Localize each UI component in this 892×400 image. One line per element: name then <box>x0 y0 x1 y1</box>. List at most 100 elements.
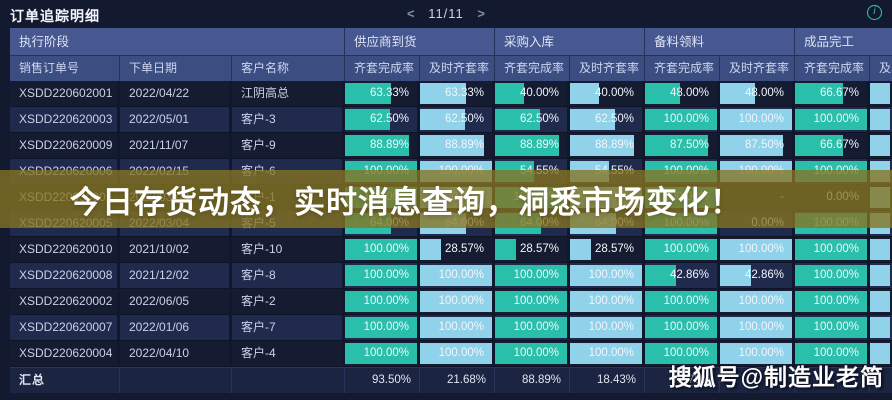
completion-bar <box>345 135 409 156</box>
metric-cell <box>720 367 795 393</box>
metric-cell <box>870 367 892 393</box>
cell-order: XSDD220620008 <box>10 263 120 289</box>
metric-value: 66.67% <box>819 87 859 99</box>
metric-value: 100.00% <box>813 295 859 307</box>
info-icon[interactable]: i <box>867 5 882 20</box>
ontime-bar <box>420 83 466 104</box>
completion-bar <box>645 343 717 364</box>
table-row: XSDD220620007 2022/01/06 客户-7 100.00% 100.00… <box>10 315 892 341</box>
ontime-bar <box>570 83 599 104</box>
completion-bar <box>345 239 417 260</box>
metric-value: 100.00% <box>513 295 559 307</box>
metric-value: 21.68% <box>446 374 486 386</box>
metric-value: 100.00% <box>663 321 709 333</box>
metric-value: 48.00% <box>744 87 784 99</box>
metric-cell: 62.50% <box>570 107 645 133</box>
ontime-bar <box>870 291 891 312</box>
metric-cell: 100.00% <box>795 341 870 367</box>
table-row: XSDD220620008 2021/12/02 客户-8 100.00% 100.00… <box>10 263 892 289</box>
metric-value: 100.00% <box>813 243 859 255</box>
completion-bar <box>795 83 843 104</box>
ontime-bar <box>570 291 642 312</box>
metric-cell: 100.00% <box>420 315 495 341</box>
ontime-bar <box>420 239 441 260</box>
column-header: 及时齐套率 <box>420 56 495 81</box>
completion-bar <box>645 109 717 130</box>
ontime-bar <box>720 83 755 104</box>
metric-cell <box>870 237 892 263</box>
completion-bar <box>495 135 559 156</box>
pagination: < 11/11 > <box>0 6 892 21</box>
column-header: 齐套完成率 <box>495 56 570 81</box>
metric-value: 100.00% <box>588 347 634 359</box>
cell-date: 2022/06/05 <box>120 289 232 315</box>
ontime-bar <box>420 265 492 286</box>
completion-bar <box>345 83 391 104</box>
metric-cell: 100.00% <box>795 107 870 133</box>
cell-customer: 客户-4 <box>232 341 345 367</box>
metric-cell: 93.50% <box>345 367 420 393</box>
summary-empty-cell <box>120 367 232 393</box>
metric-value: 88.89% <box>594 139 634 151</box>
metric-value: 100.00% <box>438 347 484 359</box>
metric-value: 100.00% <box>438 269 484 281</box>
ontime-bar <box>720 291 792 312</box>
metric-cell: 63.33% <box>345 81 420 107</box>
metric-cell: 100.00% <box>720 289 795 315</box>
metric-cell: 100.00% <box>570 263 645 289</box>
summary-label: 汇总 <box>10 367 120 393</box>
completion-bar <box>645 317 717 338</box>
metric-value: 88.89% <box>519 139 559 151</box>
completion-bar <box>795 239 867 260</box>
metric-value: 28.57% <box>444 243 484 255</box>
metric-cell: 100.00% <box>345 341 420 367</box>
completion-bar <box>645 135 708 156</box>
metric-value: 87.50% <box>744 139 784 151</box>
metric-value: 88.89% <box>444 139 484 151</box>
cell-date: 2021/10/02 <box>120 237 232 263</box>
metric-cell: 100.00% <box>795 315 870 341</box>
metric-cell: 62.50% <box>420 107 495 133</box>
cell-order: XSDD220620009 <box>10 133 120 159</box>
column-header: 齐套完成率 <box>645 56 720 81</box>
page-title: 订单追踪明细 <box>10 8 100 24</box>
table-row: XSDD220620009 2021/11/07 客户-9 88.89% 88.89% 8… <box>10 133 892 159</box>
metric-value: 100.00% <box>813 269 859 281</box>
cell-date: 2021/11/07 <box>120 133 232 159</box>
metric-cell <box>870 315 892 341</box>
summary-empty-cell <box>232 367 345 393</box>
metric-cell: 100.00% <box>720 315 795 341</box>
metric-cell: 88.89% <box>345 133 420 159</box>
completion-bar <box>645 265 676 286</box>
metric-value: 100.00% <box>663 295 709 307</box>
metric-cell: 100.00% <box>495 341 570 367</box>
cell-order: XSDD220620010 <box>10 237 120 263</box>
ontime-bar <box>570 265 642 286</box>
column-header: 及时齐套率 <box>870 56 892 81</box>
ontime-bar <box>720 109 792 130</box>
ontime-bar <box>720 317 792 338</box>
cell-date: 2021/12/02 <box>120 263 232 289</box>
metric-cell: 100.00% <box>345 237 420 263</box>
metric-cell: 18.43% <box>570 367 645 393</box>
column-header: 下单日期 <box>120 56 232 81</box>
prev-page-button[interactable]: < <box>406 6 415 21</box>
cell-order: XSDD220620002 <box>10 289 120 315</box>
metric-value: 42.86% <box>744 269 784 281</box>
ontime-bar <box>870 265 891 286</box>
cell-customer: 客户-9 <box>232 133 345 159</box>
metric-cell: 100.00% <box>570 289 645 315</box>
metric-cell: 100.00% <box>495 315 570 341</box>
metric-value: 88.89% <box>369 139 409 151</box>
group-header-cell: 供应商到货 <box>345 28 495 56</box>
metric-value: 100.00% <box>813 347 859 359</box>
metric-value: 100.00% <box>813 113 859 125</box>
metric-value: 63.33% <box>444 87 484 99</box>
completion-bar <box>345 317 417 338</box>
metric-cell: 48.00% <box>720 81 795 107</box>
metric-value: 62.50% <box>369 113 409 125</box>
completion-bar <box>495 343 567 364</box>
completion-bar <box>345 343 417 364</box>
next-page-button[interactable]: > <box>477 6 486 21</box>
promo-banner-text: 今日存货动态，实时消息查询，洞悉市场变化！ <box>70 184 742 220</box>
